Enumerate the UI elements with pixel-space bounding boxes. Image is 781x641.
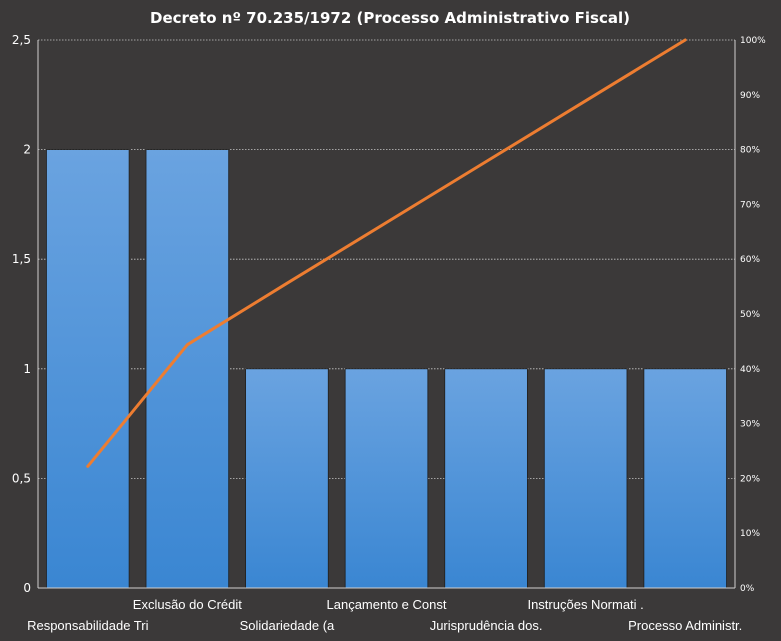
category-label: Instruções Normati . bbox=[527, 597, 643, 612]
right-tick-label: 0% bbox=[740, 584, 755, 594]
bar bbox=[245, 368, 329, 589]
right-tick-label: 30% bbox=[740, 420, 760, 430]
left-tick-label: 0,5 bbox=[12, 471, 31, 485]
axis-layer bbox=[37, 40, 736, 589]
category-label: Responsabilidade Tri bbox=[27, 618, 149, 633]
right-tick-label: 70% bbox=[740, 200, 760, 210]
right-tick-label: 10% bbox=[740, 529, 760, 539]
bars-layer bbox=[46, 149, 727, 589]
right-tick-label: 90% bbox=[740, 91, 760, 101]
left-tick-label: 0 bbox=[23, 581, 31, 595]
left-axis-ticks: 0 0,5 1 1,5 2 2,5 bbox=[12, 33, 31, 595]
right-tick-label: 100% bbox=[740, 36, 766, 46]
bar bbox=[344, 368, 429, 589]
right-axis-ticks: 0% 10% 20% 30% 40% 50% 60% 70% 80% 90% 100% bbox=[740, 36, 766, 594]
right-tick-label: 20% bbox=[740, 474, 760, 484]
bar bbox=[46, 149, 130, 589]
category-label: Exclusão do Crédit bbox=[133, 597, 242, 612]
bar bbox=[145, 149, 230, 589]
cumulative-line-layer bbox=[86, 38, 687, 468]
bar bbox=[543, 368, 628, 589]
right-tick-label: 50% bbox=[740, 310, 760, 320]
right-tick-label: 80% bbox=[740, 146, 760, 156]
category-label: Jurisprudência dos. bbox=[430, 618, 543, 633]
category-label: Lançamento e Const bbox=[327, 597, 447, 612]
category-labels: Responsabilidade Tri Exclusão do Crédit So… bbox=[27, 597, 742, 633]
category-label: Solidariedade (a bbox=[240, 618, 335, 633]
left-tick-label: 1,5 bbox=[12, 252, 31, 266]
left-tick-label: 2,5 bbox=[12, 33, 31, 47]
right-tick-label: 60% bbox=[740, 255, 760, 265]
left-tick-label: 2 bbox=[23, 143, 31, 157]
right-tick-label: 40% bbox=[740, 365, 760, 375]
cumulative-line bbox=[86, 38, 687, 468]
left-tick-label: 1 bbox=[23, 362, 31, 376]
chart-title: Decreto nº 70.235/1972 (Processo Adminis… bbox=[150, 9, 630, 27]
category-label: Processo Administr. bbox=[628, 618, 742, 633]
bar bbox=[444, 368, 528, 589]
bar bbox=[643, 368, 727, 589]
